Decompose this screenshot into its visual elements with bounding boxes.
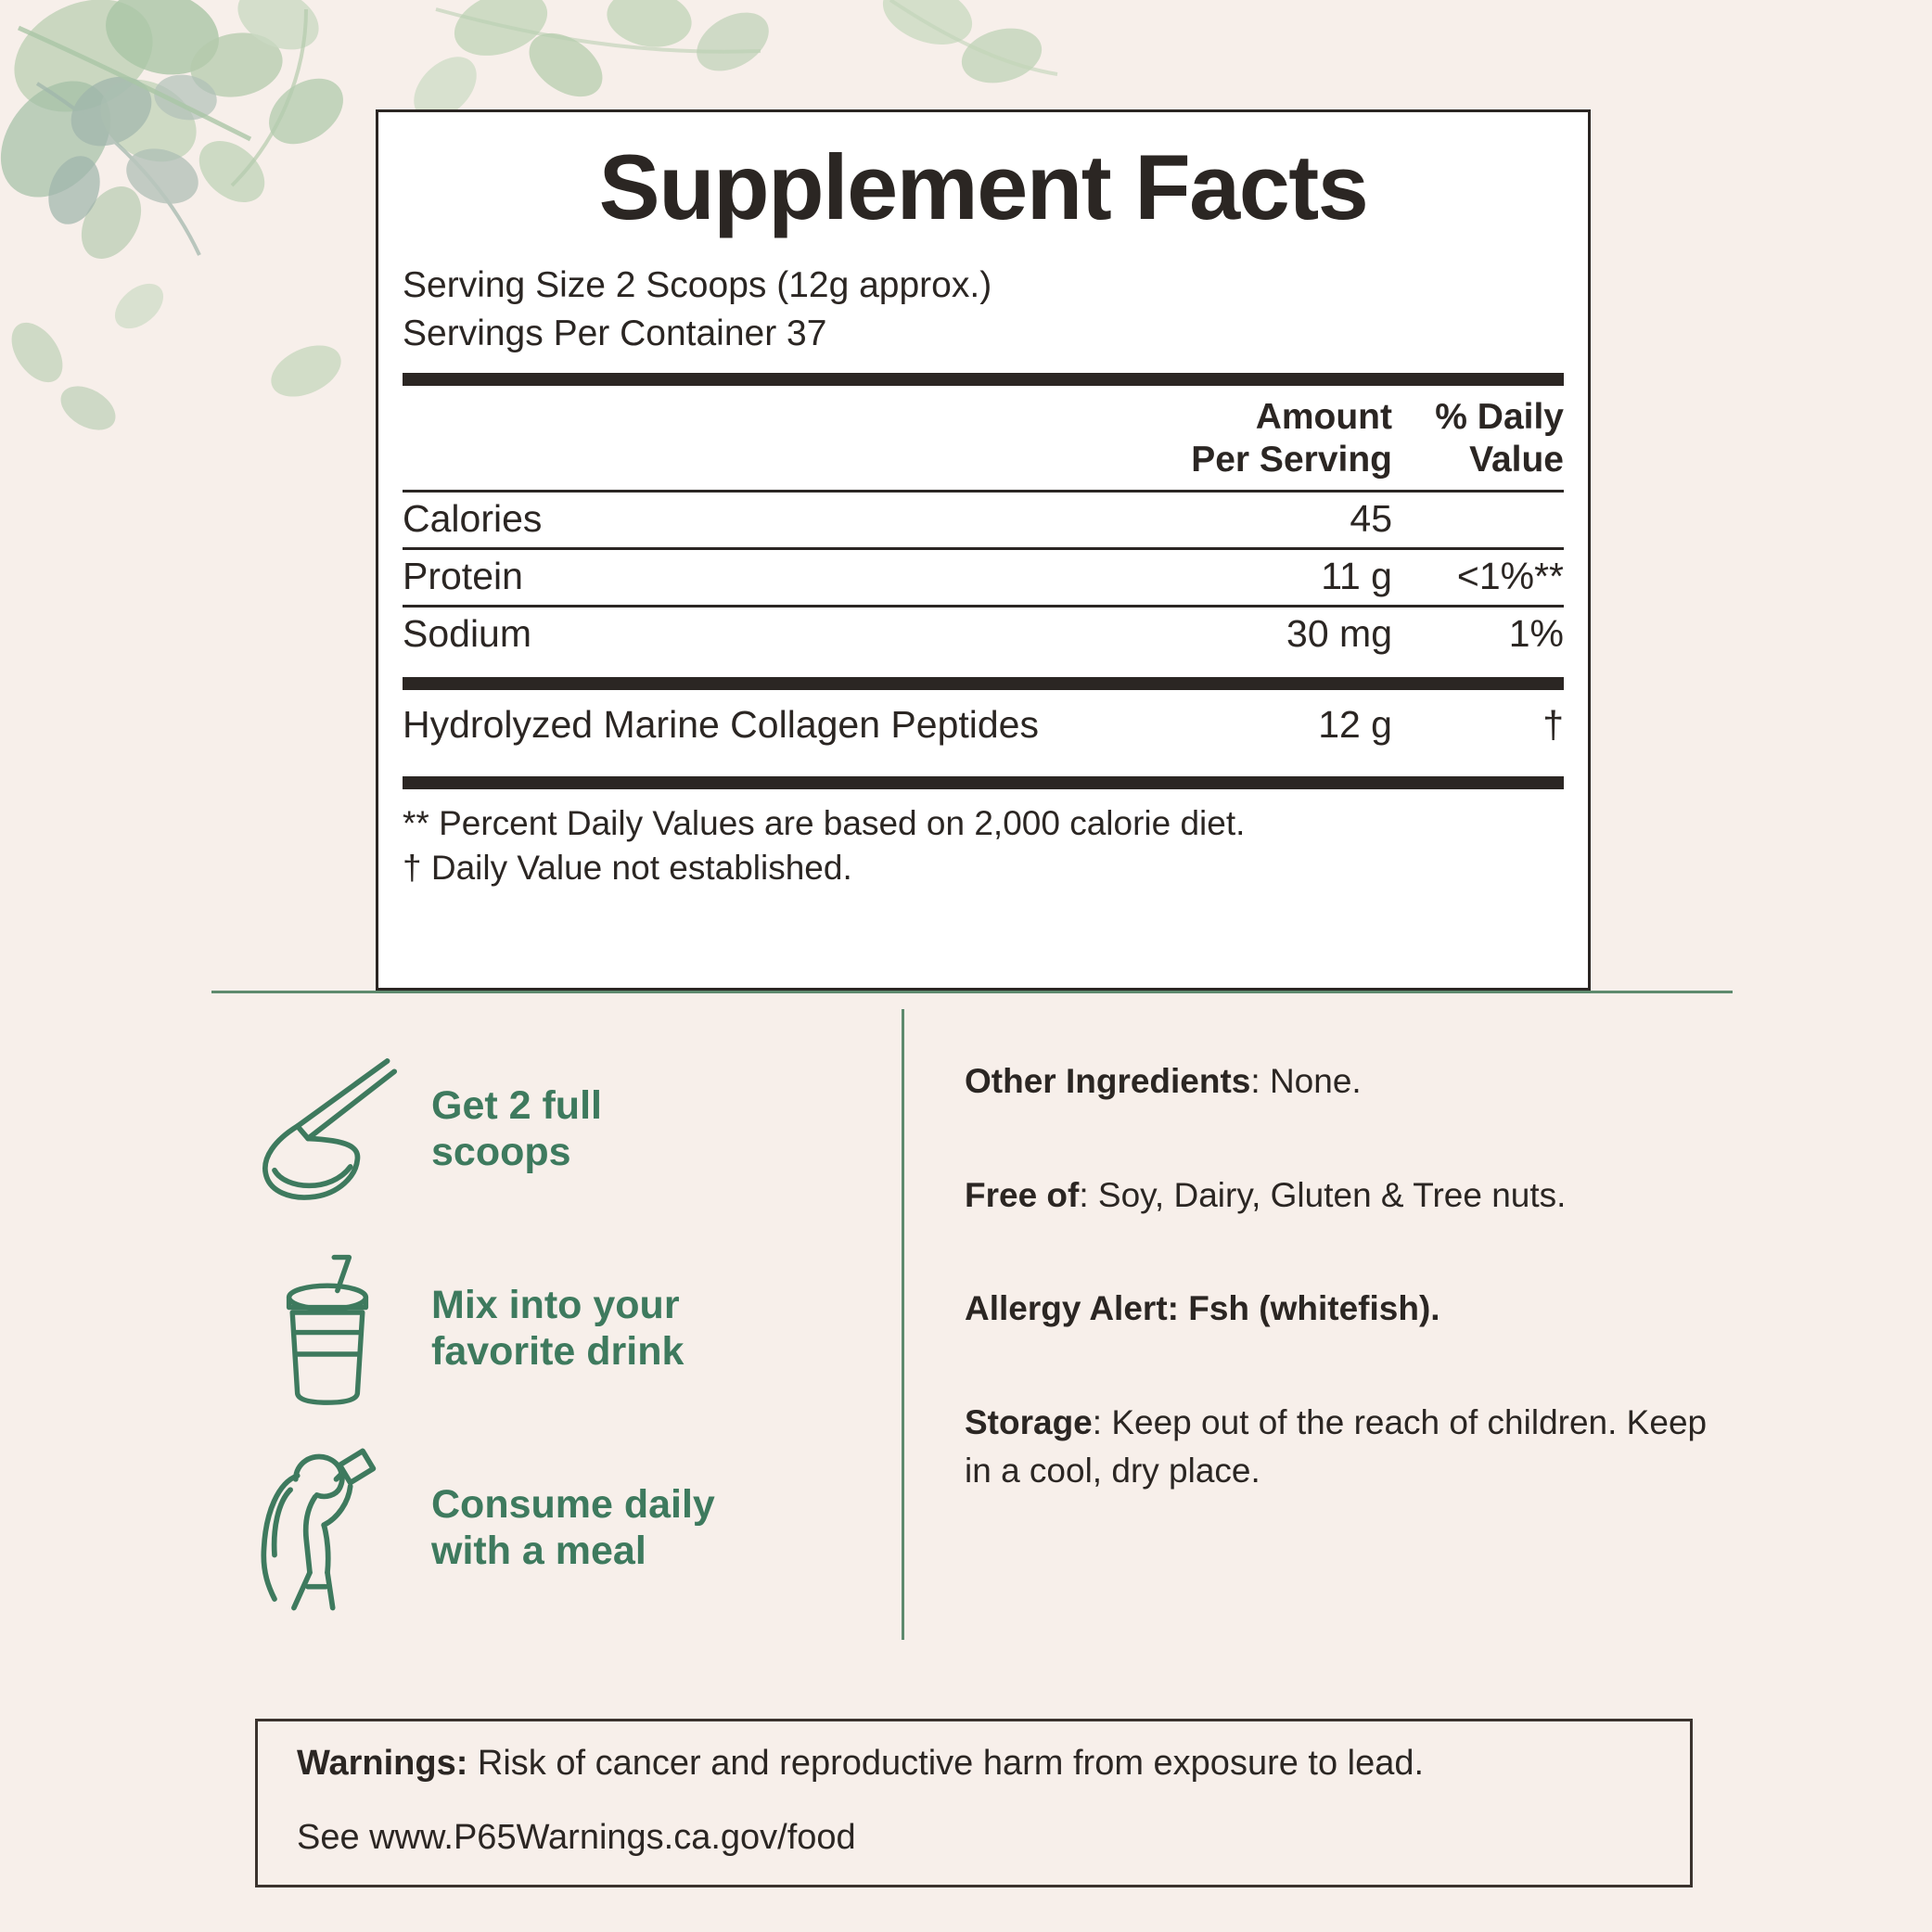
vertical-divider — [902, 1009, 904, 1640]
header-daily-value-cell: % Daily Value — [1392, 385, 1564, 493]
table-bottom-thick-rule — [403, 775, 1564, 789]
storage-label: Storage — [965, 1402, 1093, 1441]
footnote-daily-value-not-established: † Daily Value not established. — [403, 849, 852, 888]
product-info-list: Other Ingredients: None. Free of: Soy, D… — [965, 1057, 1734, 1496]
table-row: Sodium 30 mg 1% — [403, 606, 1564, 662]
table-header-row: Amount Per Serving % Daily Value — [403, 385, 1564, 493]
header-dv-line1: % Daily — [1435, 396, 1564, 437]
nutrient-amount: 11 g — [1156, 548, 1392, 608]
warnings-box: Warnings: Risk of cancer and reproductiv… — [255, 1719, 1693, 1887]
ingredient-daily-value: † — [1542, 702, 1564, 746]
scoop-icon — [232, 1037, 422, 1222]
nutrient-amount: 45 — [1156, 491, 1392, 550]
allergy-alert-item: Allergy Alert: Fsh (whitefish). — [965, 1285, 1734, 1334]
free-of-label: Free of — [965, 1175, 1080, 1214]
step-label-line2: scoops — [431, 1129, 571, 1174]
footnote-percent-daily-values: ** Percent Daily Values are based on 2,0… — [403, 803, 1246, 842]
header-dv-line2: Value — [1469, 439, 1564, 480]
header-amount-line2: Per Serving — [1191, 439, 1392, 480]
step-label: Mix into your favorite drink — [422, 1283, 684, 1375]
person-drinking-icon — [232, 1436, 422, 1621]
step-label-line1: Get 2 full — [431, 1082, 602, 1128]
nutrient-name: Sodium — [403, 611, 532, 655]
other-ingredients-label: Other Ingredients — [965, 1062, 1251, 1100]
ingredient-table: Hydrolyzed Marine Collagen Peptides 12 g… — [403, 690, 1564, 761]
allergy-alert-label: Allergy Alert: Fsh (whitefish). — [965, 1289, 1440, 1328]
nutrient-amount: 30 mg — [1286, 611, 1392, 655]
header-blank-cell — [403, 385, 1156, 493]
nutrient-daily-value: 1% — [1508, 611, 1564, 655]
nutrient-daily-value — [1392, 491, 1564, 550]
nutrient-name: Protein — [403, 548, 1156, 608]
step-label: Get 2 full scoops — [422, 1083, 602, 1176]
storage-item: Storage: Keep out of the reach of childr… — [965, 1399, 1734, 1496]
ingredient-amount: 12 g — [1318, 702, 1392, 746]
table-top-thick-rule — [403, 372, 1564, 386]
warnings-url-line: See www.P65Warnings.ca.gov/food — [297, 1818, 856, 1857]
list-item: Get 2 full scoops — [232, 1030, 881, 1229]
other-ingredients-item: Other Ingredients: None. — [965, 1057, 1734, 1107]
free-of-item: Free of: Soy, Dairy, Gluten & Tree nuts. — [965, 1171, 1734, 1221]
step-label-line2: favorite drink — [431, 1328, 685, 1374]
step-label: Consume daily with a meal — [422, 1482, 715, 1575]
nutrient-name: Calories — [403, 491, 1156, 550]
drink-cup-icon — [232, 1236, 422, 1422]
step-label-line1: Mix into your — [431, 1282, 680, 1327]
table-mid-thick-rule — [403, 676, 1564, 690]
header-amount-line1: Amount — [1255, 396, 1392, 437]
warnings-main-line: Warnings: Risk of cancer and reproductiv… — [297, 1746, 1651, 1781]
supplement-facts-panel: Supplement Facts Serving Size 2 Scoops (… — [376, 109, 1591, 991]
list-item: Mix into your favorite drink — [232, 1229, 881, 1428]
table-row: Calories 45 — [403, 491, 1564, 550]
warnings-text: Risk of cancer and reproductive harm fro… — [467, 1744, 1425, 1783]
nutrient-daily-value: <1%** — [1392, 548, 1564, 608]
ingredient-name: Hydrolyzed Marine Collagen Peptides — [403, 702, 1039, 746]
warnings-label: Warnings: — [297, 1744, 468, 1783]
horizontal-divider — [211, 991, 1733, 993]
list-item: Consume daily with a meal — [232, 1428, 881, 1628]
servings-per-container-line: Servings Per Container 37 — [403, 313, 827, 353]
storage-value: : Keep out of the reach of children. Kee… — [965, 1402, 1708, 1491]
table-row: Hydrolyzed Marine Collagen Peptides 12 g… — [403, 690, 1564, 761]
page-title: Supplement Facts — [598, 135, 1369, 238]
serving-size-line: Serving Size 2 Scoops (12g approx.) — [403, 264, 992, 305]
other-ingredients-value: : None. — [1250, 1062, 1362, 1100]
step-label-line1: Consume daily — [431, 1481, 715, 1527]
header-amount-cell: Amount Per Serving — [1156, 385, 1392, 493]
table-row: Protein 11 g <1%** — [403, 548, 1564, 608]
free-of-value: : Soy, Dairy, Gluten & Tree nuts. — [1079, 1175, 1567, 1214]
usage-steps: Get 2 full scoops Mix into — [232, 1030, 881, 1628]
step-label-line2: with a meal — [431, 1528, 646, 1573]
nutrition-table: Amount Per Serving % Daily Value Calorie… — [403, 385, 1564, 662]
